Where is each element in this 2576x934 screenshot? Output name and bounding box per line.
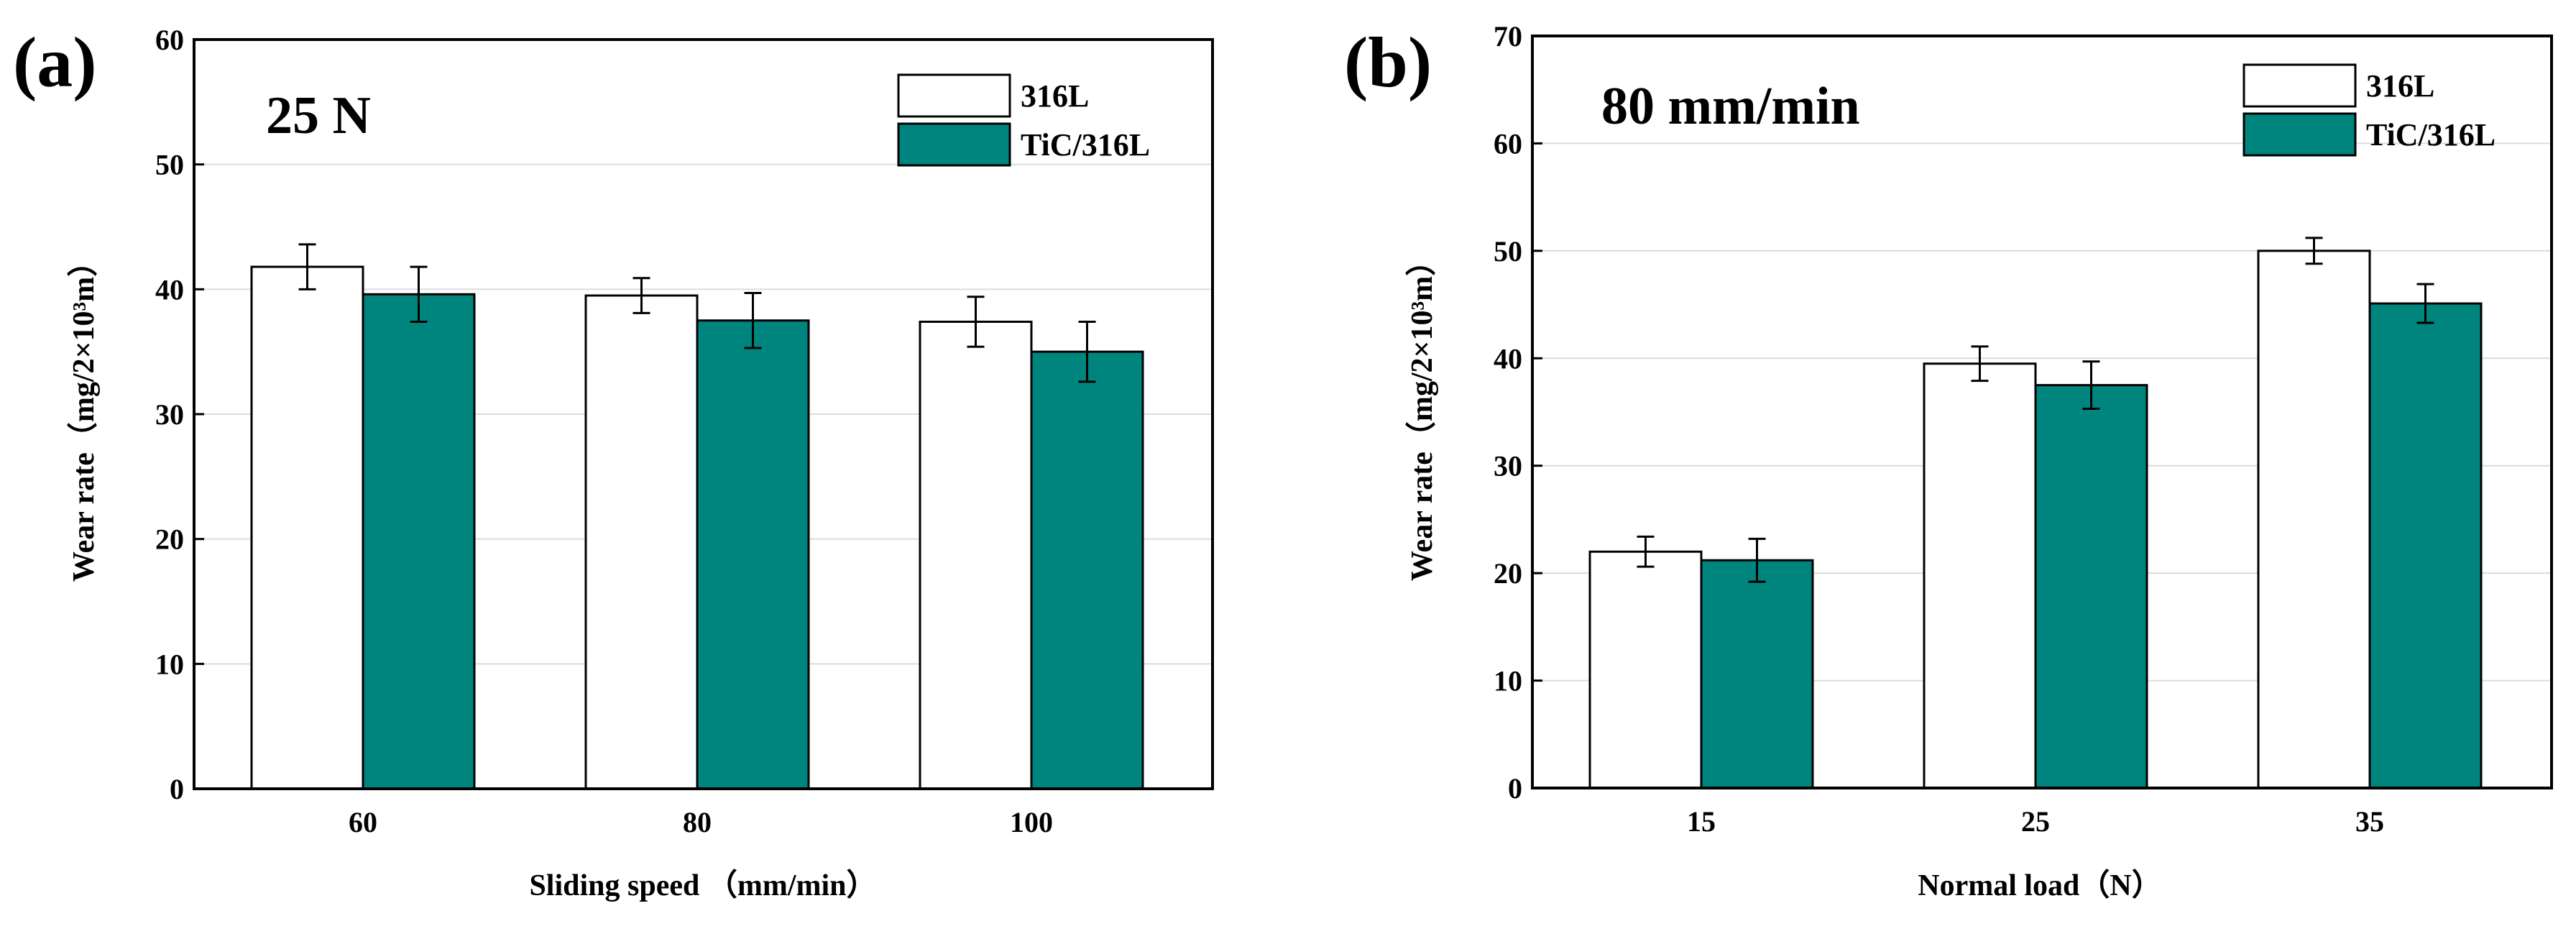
panel-b-y-tick-label: 60 — [1494, 127, 1522, 160]
panel-b-x-tick-label: 25 — [2021, 805, 2050, 838]
panel-a-legend-swatch-316L — [897, 73, 1011, 118]
panel-b-x-tick-label: 35 — [2355, 805, 2384, 838]
panel-b-legend-label-316L: 316L — [2366, 68, 2434, 104]
panel-a-y-tick-label: 40 — [155, 273, 184, 306]
panel-a-legend-label-tic: TiC/316L — [1021, 127, 1150, 162]
panel-b-y-tick-label: 40 — [1494, 342, 1522, 375]
panel-b-x-ticks: 15 25 35 — [1687, 778, 2384, 838]
panel-a: (a) 25 N 0 10 20 30 40 50 60 60 80 100 Sliding s… — [13, 22, 1214, 902]
panel-b-bar-316L-35 — [2257, 249, 2371, 789]
panel-b-bar-316L-25 — [1923, 362, 2037, 789]
panel-a-y-axis-title: Wear rate（mg/2×10³m） — [67, 247, 101, 582]
panel-a-bar-316L-100 — [919, 320, 1033, 790]
panel-b-bar-tic-35 — [2368, 302, 2483, 789]
panel-a-y-tick-label: 10 — [155, 648, 184, 680]
panel-a-y-tick-label: 50 — [155, 149, 184, 181]
panel-a-x-axis-title: Sliding speed （mm/min） — [529, 869, 876, 902]
panel-a-bar-tic-100 — [1030, 350, 1144, 790]
panel-b-legend-swatch-tic — [2242, 112, 2357, 157]
panel-b-y-tick-label: 30 — [1494, 450, 1522, 482]
panel-b-y-tick-label: 10 — [1494, 665, 1522, 697]
panel-a-y-tick-label: 60 — [155, 24, 184, 56]
panel-a-legend: 316L TiC/316L — [897, 73, 1150, 167]
panel-a-bars — [250, 243, 1144, 790]
panel-b-bar-tic-15 — [1700, 559, 1814, 789]
panel-b-x-tick-label: 15 — [1687, 805, 1716, 838]
panel-a-y-tick-label: 0 — [170, 773, 184, 805]
panel-b-legend: 316L TiC/316L — [2242, 63, 2496, 157]
panel-b-letter: (b) — [1344, 22, 1432, 102]
panel-a-x-ticks: 60 80 100 — [349, 779, 1053, 838]
panel-b-bars — [1588, 237, 2483, 789]
panel-b-bar-tic-25 — [2034, 384, 2148, 789]
panel-b-y-tick-label: 50 — [1494, 235, 1522, 267]
panel-a-bar-tic-80 — [696, 319, 810, 790]
panel-a-bar-316L-60 — [250, 265, 364, 790]
panel-b-y-axis-title: Wear rate（mg/2×10³m） — [1405, 246, 1439, 581]
panel-b-legend-swatch-316L — [2242, 63, 2357, 108]
panel-a-x-tick-label: 60 — [349, 806, 377, 838]
panel-a-x-tick-label: 80 — [683, 806, 712, 838]
panel-a-bar-316L-80 — [584, 294, 699, 790]
panel-b-y-tick-label: 0 — [1508, 772, 1522, 805]
panel-b-y-tick-label: 20 — [1494, 557, 1522, 590]
panel-b-y-tick-label: 70 — [1494, 20, 1522, 52]
panel-b-bar-316L-15 — [1588, 550, 1703, 789]
panel-b: (b) 80 mm/min 0 10 20 30 40 50 60 70 15 25 35 Nor… — [1344, 20, 2553, 902]
panel-b-annotation: 80 mm/min — [1601, 77, 1860, 136]
panel-b-plot-frame — [1531, 35, 2553, 789]
panel-a-letter: (a) — [13, 22, 97, 102]
panel-b-x-axis-title: Normal load（N） — [1918, 869, 2162, 902]
panel-a-bar-tic-60 — [362, 293, 476, 790]
panel-a-legend-swatch-tic — [897, 122, 1011, 167]
panel-a-legend-label-316L: 316L — [1021, 78, 1089, 114]
panel-a-y-tick-label: 20 — [155, 523, 184, 556]
panel-a-x-tick-label: 100 — [1010, 806, 1053, 838]
panel-a-y-ticks: 0 10 20 30 40 50 60 — [155, 24, 204, 805]
panel-b-y-ticks: 0 10 20 30 40 50 60 70 — [1494, 20, 1542, 805]
panel-a-y-tick-label: 30 — [155, 398, 184, 431]
panel-b-legend-label-tic: TiC/316L — [2366, 117, 2496, 152]
panel-a-annotation: 25 N — [266, 86, 371, 145]
